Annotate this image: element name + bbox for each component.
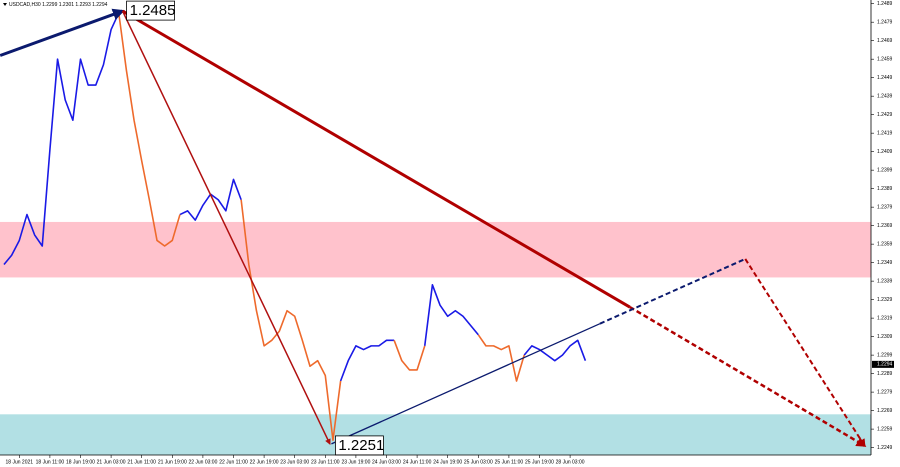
y-tick-label: 1.2409 [877, 149, 893, 155]
y-tick-label: 1.2309 [877, 334, 893, 340]
y-tick-label: 1.2399 [877, 167, 893, 173]
y-tick-label: 1.2349 [877, 260, 893, 266]
price-line [117, 12, 525, 441]
x-tick-label: 22 Jun 03:00 [188, 459, 217, 465]
y-tick-label: 1.2419 [877, 130, 893, 136]
chart-title: USDCAD,H30 1.2299 1.2301 1.2293 1.2294 [9, 2, 108, 8]
y-tick-label: 1.2319 [877, 315, 893, 321]
y-tick-label: 1.2459 [877, 57, 893, 63]
y-tick-label: 1.2329 [877, 297, 893, 303]
x-tick-label: 25 Jun 19:00 [525, 459, 554, 465]
x-tick-label: 18 Jun 11:00 [36, 459, 65, 465]
x-tick-label: 21 Jun 11:00 [127, 459, 156, 465]
x-tick-label: 18 Jun 2021 [6, 459, 34, 465]
wave-label-box [126, 0, 175, 21]
y-tick-label: 1.2279 [877, 389, 893, 395]
wave-line [331, 323, 601, 445]
wave-line [599, 258, 746, 325]
menu-icon [3, 3, 7, 6]
y-tick-label: 1.2379 [877, 204, 893, 210]
y-tick-label: 1.2289 [877, 371, 893, 377]
x-tick-label: 25 Jun 03:00 [464, 459, 493, 465]
y-tick-label: 1.2489 [877, 1, 893, 7]
x-tick-label: 22 Jun 11:00 [219, 459, 248, 465]
x-tick-label: 21 Jun 19:00 [158, 459, 187, 465]
x-tick-label: 24 Jun 19:00 [433, 459, 462, 465]
zone [0, 414, 871, 455]
x-tick-label: 21 Jun 03:00 [97, 459, 126, 465]
y-tick-label: 1.2389 [877, 186, 893, 192]
last-price-box [872, 360, 894, 368]
zones [0, 221, 871, 455]
wave-line [629, 305, 867, 447]
x-tick-label: 23 Jun 03:00 [280, 459, 309, 465]
x-tick-label: 24 Jun 03:00 [372, 459, 401, 465]
x-tick-label: 23 Jun 11:00 [311, 459, 340, 465]
y-tick-label: 1.2359 [877, 241, 893, 247]
x-tick-label: 22 Jun 19:00 [250, 459, 279, 465]
x-tick-label: 24 Jun 11:00 [403, 459, 432, 465]
wave-label: 1.2251 [338, 437, 384, 454]
axes: 1.2249 1.2259 1.2269 1.2279 1.2289 1.2299 1.23… [6, 1, 894, 465]
y-tick-label: 1.2259 [877, 426, 893, 432]
y-tick-label: 1.2369 [877, 223, 893, 229]
y-tick-label: 1.2339 [877, 278, 893, 284]
zone [0, 221, 871, 278]
x-tick-label: 25 Jun 11:00 [495, 459, 524, 465]
y-tick-label: 1.2249 [877, 445, 893, 451]
x-tick-label: 18 Jun 19:00 [66, 459, 95, 465]
waves: 1.2485 1.2251 [0, 0, 867, 456]
y-tick-label: 1.2269 [877, 408, 893, 414]
wave-line [744, 258, 866, 448]
y-tick-label: 1.2479 [877, 20, 893, 26]
wave-line [121, 10, 331, 445]
last-price-label: 1.2294 [877, 362, 893, 368]
y-tick-label: 1.2469 [877, 38, 893, 44]
wave-line [121, 9, 631, 309]
y-tick-label: 1.2429 [877, 112, 893, 118]
x-tick-label: 23 Jun 19:00 [341, 459, 370, 465]
wave-label: 1.2485 [130, 2, 176, 19]
y-tick-label: 1.2439 [877, 94, 893, 100]
y-tick-label: 1.2449 [877, 75, 893, 81]
y-tick-label: 1.2299 [877, 352, 893, 358]
x-tick-label: 28 Jun 03:00 [556, 459, 585, 465]
wave-line [0, 8, 125, 57]
